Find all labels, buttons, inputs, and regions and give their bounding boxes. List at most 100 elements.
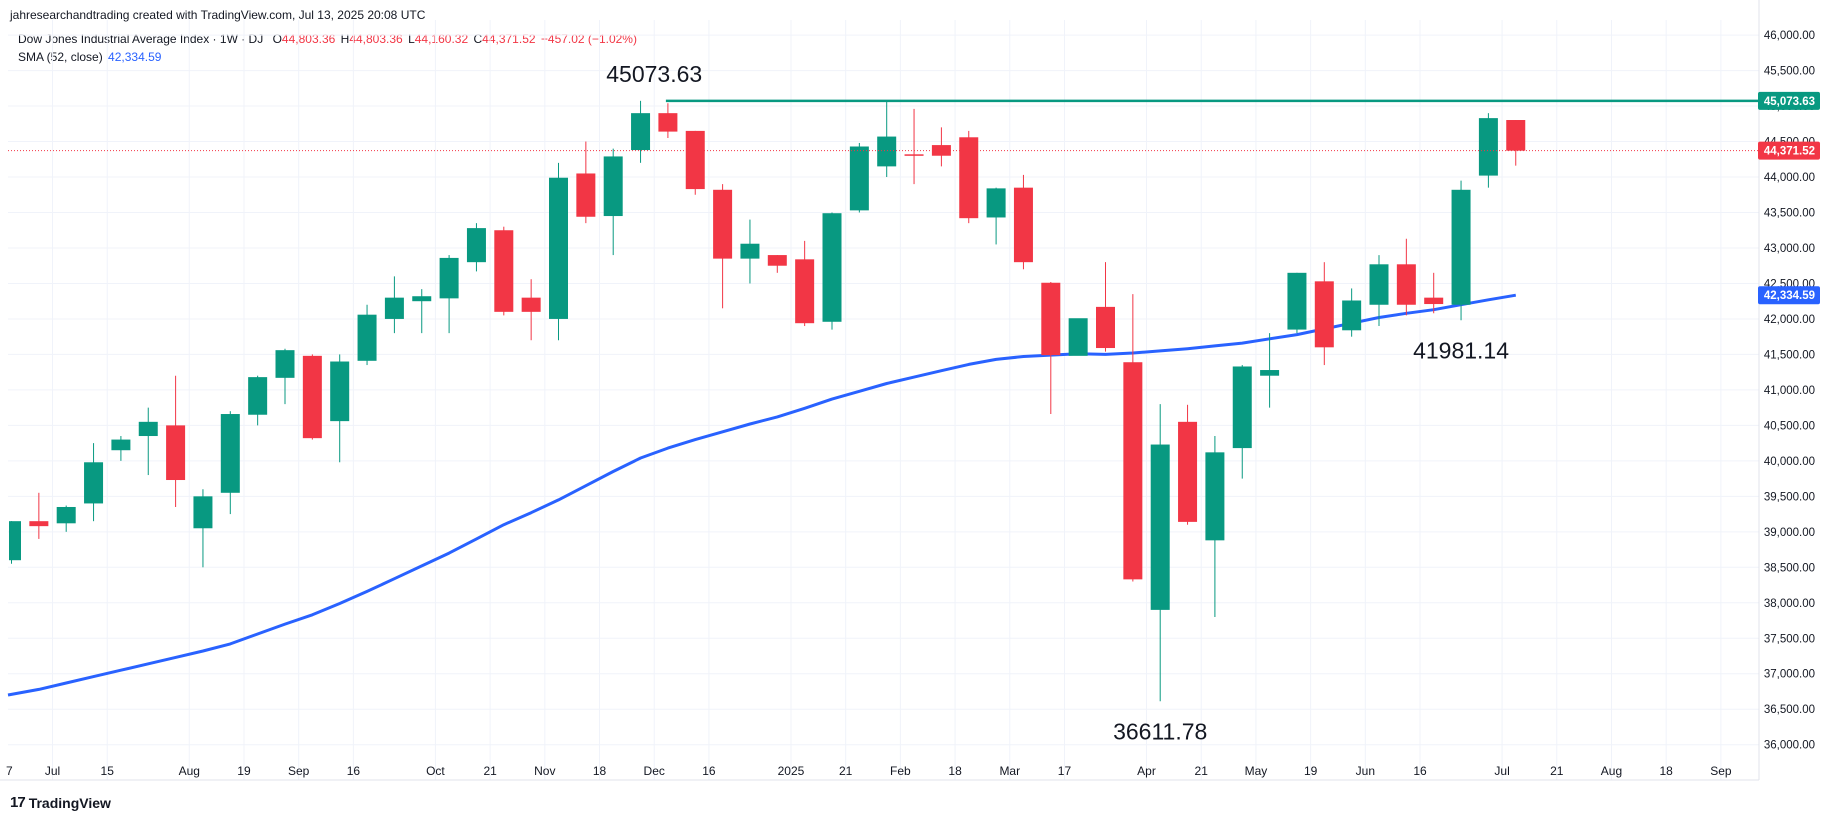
candle	[166, 375, 186, 507]
x-tick-label: Dec	[644, 764, 665, 778]
candle	[1396, 238, 1416, 316]
candle	[1096, 262, 1115, 352]
candle-body	[1396, 264, 1416, 305]
resistance-price-tag-bg	[1758, 91, 1820, 110]
candle-body	[1096, 306, 1115, 349]
candle-body	[631, 113, 651, 151]
candle-body	[166, 425, 186, 481]
candle-body	[713, 189, 733, 259]
candle	[959, 130, 979, 224]
candle	[1123, 294, 1143, 582]
candles-group	[9, 100, 1526, 702]
candle	[220, 411, 240, 515]
candle	[931, 127, 951, 167]
candle	[521, 279, 541, 341]
x-tick-label: Aug	[179, 764, 200, 778]
candle	[658, 103, 678, 138]
sma-price-tag-text: 42,334.59	[1764, 290, 1815, 302]
x-tick-label: 21	[839, 764, 853, 778]
candle	[1150, 404, 1170, 702]
time-axis: Jul 15 Aug 19 Sep 16 Oct 21 Nov 18 Dec 16 2025 21 Feb 1…	[0, 764, 1759, 781]
brand-name: TradingView	[28, 794, 111, 811]
candle	[384, 276, 404, 334]
y-tick-label: 40,500.00	[1764, 420, 1815, 432]
y-tick-label: 36,500.00	[1764, 704, 1815, 716]
candle-body	[357, 314, 377, 361]
candle	[1342, 288, 1362, 337]
candle-body	[1287, 272, 1307, 330]
close-label: C	[473, 32, 483, 46]
candle-body	[1451, 189, 1471, 305]
sma-legend-value: 42,334.59	[108, 50, 162, 64]
candle-body	[986, 188, 1006, 218]
open-label: O	[272, 32, 282, 46]
candle	[740, 219, 760, 284]
candle	[1451, 180, 1471, 321]
y-tick-label: 44,000.00	[1764, 172, 1815, 184]
candle	[29, 492, 49, 539]
chart-grid	[8, 20, 1759, 780]
price-annotation: 45073.63	[606, 61, 702, 87]
candle-body	[1205, 452, 1225, 541]
sma-line	[7, 293, 1517, 697]
attribution-text: jahresearchandtrading created with Tradi…	[10, 8, 426, 22]
resistance-price-tag: 45,073.63	[1758, 91, 1820, 110]
candle	[767, 255, 787, 273]
candle-body	[439, 257, 459, 299]
y-tick-label: 45,500.00	[1764, 66, 1815, 78]
candle	[1178, 404, 1198, 525]
candle-body	[84, 462, 104, 504]
candle	[193, 489, 213, 568]
candle-body	[1232, 366, 1252, 449]
current-price-tag-bg	[1758, 141, 1820, 160]
candle-body	[1013, 187, 1033, 263]
x-tick-label: 19	[237, 764, 251, 778]
x-tick-label: Sep	[288, 764, 310, 778]
candle	[56, 505, 76, 532]
y-tick-label: 38,500.00	[1764, 562, 1815, 574]
candle	[357, 304, 377, 366]
candle	[1205, 436, 1225, 617]
sma-legend[interactable]: SMA (52, close) 42,334.59	[18, 50, 163, 64]
candle-body	[1342, 300, 1362, 331]
x-tick-label: Jun	[1356, 764, 1375, 778]
candle	[986, 187, 1006, 245]
x-tick-label: Jul	[45, 764, 60, 778]
current-price-tag-text: 44,371.52	[1764, 146, 1815, 158]
candle	[603, 148, 623, 256]
y-tick-label: 40,000.00	[1764, 456, 1815, 468]
candle-body	[56, 506, 76, 524]
candle	[1260, 333, 1280, 408]
price-chart[interactable]: 45073.63 36611.78 41981.14 36,000.00 36,500…	[0, 0, 1835, 790]
candle-body	[549, 177, 568, 319]
x-tick-label: 21	[483, 764, 497, 778]
candle	[631, 100, 651, 163]
candle	[1369, 255, 1389, 327]
candle	[1041, 282, 1061, 415]
tradingview-brand[interactable]: 17 TradingView	[10, 794, 111, 811]
candle-body	[740, 243, 760, 259]
candle-body	[412, 296, 432, 302]
candle	[877, 100, 897, 178]
candle-body	[1506, 120, 1526, 151]
candle-body	[685, 130, 705, 190]
y-tick-label: 37,000.00	[1764, 669, 1815, 681]
candle-body	[1068, 318, 1088, 356]
candle	[1232, 365, 1252, 479]
sma-legend-label: SMA (52, close)	[18, 50, 103, 64]
x-tick-label: 18	[1659, 764, 1673, 778]
sma-price-tag: 42,334.59	[1758, 286, 1820, 305]
x-tick-label: Apr	[1137, 764, 1156, 778]
candle-body	[275, 350, 295, 378]
tradingview-logo-icon: 17	[10, 794, 26, 811]
x-tick-label: 7	[6, 764, 13, 778]
x-tick-label: 19	[1304, 764, 1318, 778]
candle	[549, 162, 568, 341]
y-tick-label: 42,000.00	[1764, 314, 1815, 326]
candle-body	[302, 355, 322, 439]
candle-body	[1150, 444, 1170, 610]
candle	[822, 212, 842, 330]
x-tick-label: May	[1245, 764, 1268, 778]
candle-body	[822, 213, 842, 322]
candle-body	[1260, 370, 1280, 376]
